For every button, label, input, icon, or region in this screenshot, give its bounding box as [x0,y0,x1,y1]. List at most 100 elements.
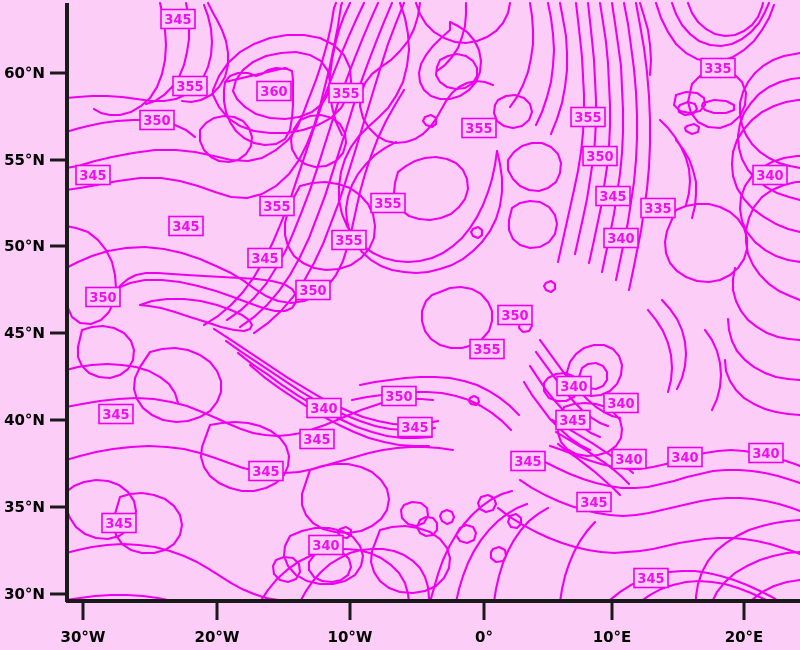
contour-alps-4 [522,380,592,452]
contour-label-340: 340 [556,375,592,397]
contour-label-text: 345 [172,220,199,235]
contour-e-small-a [676,100,699,117]
contour-alps-2 [534,350,610,428]
contour-misc-2 [64,118,197,139]
contour-label-box [75,164,111,186]
contour-label-text: 345 [251,252,278,267]
contour-e-340-right [738,51,800,170]
contour-e-band1 [556,1,586,264]
contour-345-iberia [64,396,435,438]
contour-label-box [101,512,137,534]
contour-label-text: 350 [586,150,613,165]
contour-label-box [469,338,505,360]
contour-label-box [168,215,204,237]
contour-345-w-lobe2 [138,297,254,333]
contour-355-c4 [283,180,377,272]
contour-label-text: 355 [473,343,500,358]
contour-340-small1 [271,555,302,584]
contour-label-box [248,460,284,482]
contour-label-box [256,80,292,102]
contour-e-335b [670,1,771,48]
contour-355-iceland [180,1,230,104]
contour-label-text: 340 [756,169,783,184]
contour-lc-4 [558,520,597,604]
contour-label-345: 345 [98,403,134,425]
contour-label-340: 340 [752,164,788,186]
contour-lines [64,1,800,604]
contour-label-box [667,446,703,468]
contour-fine-1 [328,1,352,137]
contour-label-box [85,286,121,308]
contour-lc-1 [428,489,514,604]
contour-med-340b [543,460,800,490]
contour-label-box [259,195,295,217]
contour-fine-4 [534,1,556,127]
contour-label-box [582,145,618,167]
contour-small-cell-8 [336,525,353,540]
y-tick-40°N: 40°N [4,411,67,429]
contour-345-w-lobe [116,271,298,313]
contour-label-345: 345 [510,450,546,472]
contour-label-box [752,164,788,186]
contour-label-text: 360 [260,85,287,100]
contour-label-text: 345 [252,465,279,480]
plot-background [66,3,800,602]
contour-350-ne-band [358,375,521,417]
contour-label-text: 340 [671,451,698,466]
contour-misc-8 [289,113,348,169]
contour-label-335: 335 [640,197,676,219]
contour-label-box [397,416,433,438]
contour-label-340: 340 [667,446,703,468]
contour-label-text: 340 [607,232,634,247]
y-tick-label: 50°N [4,237,45,255]
contour-label-345: 345 [75,164,111,186]
contour-label-text: 350 [385,390,412,405]
contour-label-335: 335 [700,57,736,79]
contour-misc-6 [506,141,563,193]
contour-label-355: 355 [328,82,364,104]
contour-e-mid3 [744,180,800,302]
contour-label-box [595,185,631,207]
contour-small-cell-7 [506,512,523,530]
contour-label-box [576,491,612,513]
contour-label-text: 345 [559,414,586,429]
contour-label-345: 345 [247,247,283,269]
contour-fine-11 [660,298,688,391]
contour-label-text: 345 [580,496,607,511]
contour-label-text: 345 [401,421,428,436]
contour-label-text: 340 [615,453,642,468]
contour-med-345b [496,506,800,556]
contour-misc-7 [507,199,559,250]
contour-340-bottom-c [282,526,365,586]
contour-label-345: 345 [248,460,284,482]
y-tick-60°N: 60°N [4,64,67,82]
contour-label-350: 350 [381,385,417,407]
contour-label-text: 350 [501,309,528,324]
contour-label-box [748,442,784,464]
contour-label-text: 340 [310,402,337,417]
contour-lc-6 [258,547,411,604]
y-tick-label: 45°N [4,324,45,342]
contour-label-text: 345 [303,433,330,448]
contour-fine-6 [658,118,692,207]
contour-label-box [640,197,676,219]
contour-345-nw [64,1,338,170]
contour-fine-15 [686,1,765,38]
contour-label-box [700,57,736,79]
contour-label-345: 345 [168,215,204,237]
contour-misc-3 [414,1,512,45]
x-tick-20°E: 20°E [725,601,763,646]
contour-label-box [556,375,592,397]
contour-label-box [570,106,606,128]
contour-label-text: 345 [637,572,664,587]
contour-small-cell-1 [399,500,430,528]
contour-fine-12 [646,308,674,394]
contour-e-band3 [587,1,612,265]
y-tick-35°N: 35°N [4,498,67,516]
contour-label-box [98,403,134,425]
contour-355-grad2 [252,1,406,335]
contour-e-340-right3 [730,98,800,234]
contour-label-text: 355 [263,200,290,215]
contour-label-350: 350 [139,109,175,131]
contour-345-south [64,542,304,603]
